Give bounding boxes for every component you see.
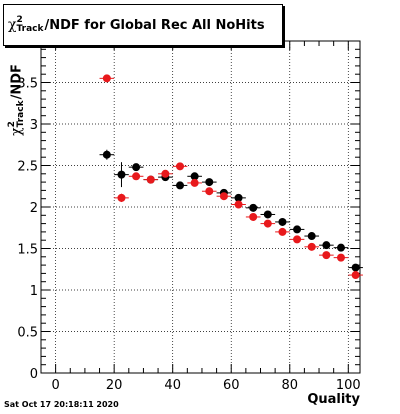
data-point [146,175,155,184]
y-tick-label: 3.5 [17,77,38,92]
data-point [219,192,228,201]
title-sup: 2 [16,15,23,25]
data-point [351,271,360,280]
data-point [278,217,287,226]
x-tick-label: 100 [336,378,361,393]
x-tick-label: 0 [51,378,59,393]
title-sub: Track [16,24,44,34]
data-point [205,178,214,187]
y-tick-label: 0.5 [17,326,38,341]
timestamp-footer: Sat Oct 17 20:18:11 2020 [4,400,119,409]
data-point [249,203,258,212]
data-point [102,150,111,159]
data-point [205,187,214,196]
data-point [351,263,360,272]
data-point [176,162,185,171]
data-point [176,181,185,190]
data-point [278,227,287,236]
y-tick-label: 2 [30,201,38,216]
data-point [234,193,243,202]
chart-title: χ 2 Track/NDF for Global Rec All NoHits [3,4,283,46]
series-layer [99,74,363,280]
axes-layer: 0 20 40 60 80 100 0 0.5 1 1.5 2 2.5 3 3.5 [17,40,361,393]
data-point [132,172,141,181]
data-point [322,241,331,250]
x-tick-label: 80 [281,378,298,393]
data-point [293,235,302,244]
data-point [322,251,331,260]
grid-layer [41,41,360,373]
data-point [249,212,258,221]
x-axis-label: Quality [307,392,360,407]
y-axis-label: χ 2 Track/NDF [2,45,32,155]
ylabel-chi: χ [8,127,25,136]
data-point [190,172,199,181]
data-point [117,170,126,179]
x-tick-label: 20 [106,378,123,393]
data-point [307,232,316,241]
data-point [336,253,345,262]
y-tick-label: 1 [30,284,38,299]
data-point [132,163,141,172]
data-point [190,178,199,187]
title-text: /NDF for Global Rec All NoHits [44,17,265,33]
series-red [99,74,363,280]
data-point [117,193,126,202]
data-point [263,210,272,219]
x-tick-label: 40 [164,378,181,393]
y-tick-label: 2.5 [17,160,38,175]
ylabel-text: /NDF [9,64,25,100]
ylabel-sub: Track [16,100,26,128]
data-point [263,219,272,228]
data-point [234,200,243,209]
title-chi: χ [8,17,17,33]
y-tick-label: 0 [30,367,38,382]
data-point [161,169,170,178]
data-point [102,74,111,83]
data-point [293,225,302,234]
data-point [307,242,316,251]
x-tick-label: 60 [223,378,240,393]
data-point [336,243,345,252]
y-tick-label: 3 [30,118,38,133]
y-tick-label: 1.5 [17,243,38,258]
